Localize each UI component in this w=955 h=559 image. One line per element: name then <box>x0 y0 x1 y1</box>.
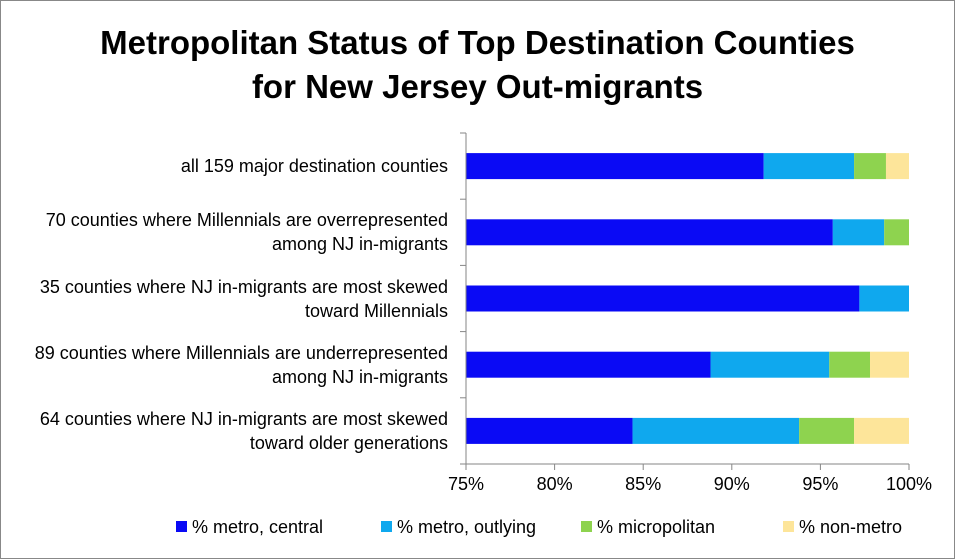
bar-segment <box>870 351 909 378</box>
chart-title: Metropolitan Status of Top Destination C… <box>100 24 855 105</box>
bar-segment <box>466 153 764 180</box>
legend-label: % metro, central <box>192 517 323 537</box>
bar-segment <box>832 219 885 246</box>
y-tick-label: 70 counties where Millennials are overre… <box>45 210 448 255</box>
legend-swatch <box>381 521 392 532</box>
bar-segment <box>829 351 871 378</box>
bar-segment <box>763 153 855 180</box>
bar-segment <box>859 285 909 312</box>
bar-segment <box>632 417 800 444</box>
bar-segment <box>466 417 633 444</box>
legend-label: % metro, outlying <box>397 517 536 537</box>
y-tick-label: all 159 major destination counties <box>180 156 448 177</box>
bar-segment <box>799 417 855 444</box>
legend-label: % non-metro <box>799 517 902 537</box>
bar-segment <box>885 153 909 180</box>
x-tick-label: 95% <box>802 474 838 494</box>
bar-segment <box>710 351 830 378</box>
x-tick-label: 85% <box>625 474 661 494</box>
y-tick-label: 89 counties where Millennials are underr… <box>34 342 448 387</box>
legend-swatch <box>176 521 187 532</box>
bar-segment <box>884 219 909 246</box>
legend-swatch <box>783 521 794 532</box>
x-tick-label: 75% <box>448 474 484 494</box>
bar-segment <box>854 153 886 180</box>
bar-segment <box>466 351 711 378</box>
y-tick-label: 64 counties where NJ in-migrants are mos… <box>39 408 448 453</box>
legend-swatch <box>581 521 592 532</box>
x-tick-label: 100% <box>886 474 932 494</box>
x-tick-label: 80% <box>537 474 573 494</box>
y-tick-label: 35 counties where NJ in-migrants are mos… <box>39 276 448 321</box>
bar-segment <box>466 285 860 312</box>
bars <box>466 153 909 444</box>
bar-segment <box>854 417 909 444</box>
x-tick-label: 90% <box>714 474 750 494</box>
legend-label: % micropolitan <box>597 517 715 537</box>
bar-segment <box>466 219 833 246</box>
